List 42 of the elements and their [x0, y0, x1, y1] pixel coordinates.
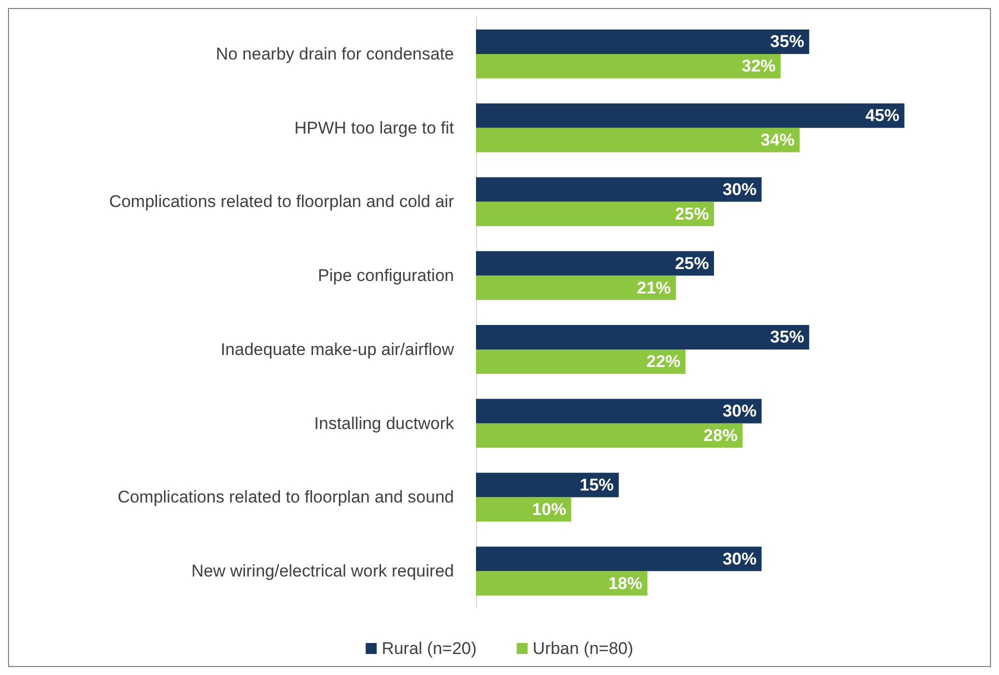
data-label: 32% — [742, 56, 776, 76]
data-label: 15% — [580, 476, 614, 494]
data-label: 35% — [770, 328, 804, 347]
bar — [476, 497, 572, 522]
data-label: 18% — [608, 574, 642, 593]
data-label: 30% — [722, 549, 757, 568]
bar — [476, 30, 810, 54]
data-label: 30% — [722, 180, 757, 199]
legend-label: Urban (n=80) — [532, 639, 634, 658]
data-label: 25% — [674, 254, 709, 273]
bar — [476, 103, 904, 128]
y-tick-label: Complications related to floorplan and cold air — [109, 192, 454, 212]
bar — [476, 276, 676, 300]
y-tick-label: HPWH too large to fit — [294, 118, 454, 138]
bar — [476, 251, 714, 276]
bar — [476, 571, 648, 596]
y-tick-label: Complications related to floorplan and sound — [118, 488, 454, 507]
bar — [476, 398, 762, 424]
y-tick-label: Pipe configuration — [318, 266, 454, 286]
data-label: 21% — [636, 278, 671, 298]
data-label: 25% — [674, 204, 709, 224]
bar — [476, 325, 810, 350]
y-tick-label: New wiring/electrical work required — [191, 562, 454, 581]
bar — [476, 349, 686, 374]
bar — [476, 202, 714, 226]
data-label: 35% — [770, 32, 804, 52]
data-label: 28% — [704, 426, 738, 445]
data-label: 45% — [865, 106, 900, 126]
data-label: 22% — [646, 352, 680, 372]
bar — [476, 128, 800, 152]
bar — [476, 546, 762, 572]
y-tick-label: Installing ductwork — [314, 414, 454, 433]
bar — [476, 472, 619, 498]
bar — [476, 177, 762, 202]
data-label: 10% — [532, 500, 566, 519]
data-label: 34% — [760, 130, 795, 150]
bar — [476, 423, 743, 448]
legend-label: Rural (n=20) — [382, 639, 477, 658]
y-tick-label: No nearby drain for condensate — [216, 44, 454, 64]
bar — [476, 54, 781, 78]
y-tick-label: Inadequate make-up air/airflow — [220, 340, 455, 359]
data-label: 30% — [722, 402, 757, 421]
